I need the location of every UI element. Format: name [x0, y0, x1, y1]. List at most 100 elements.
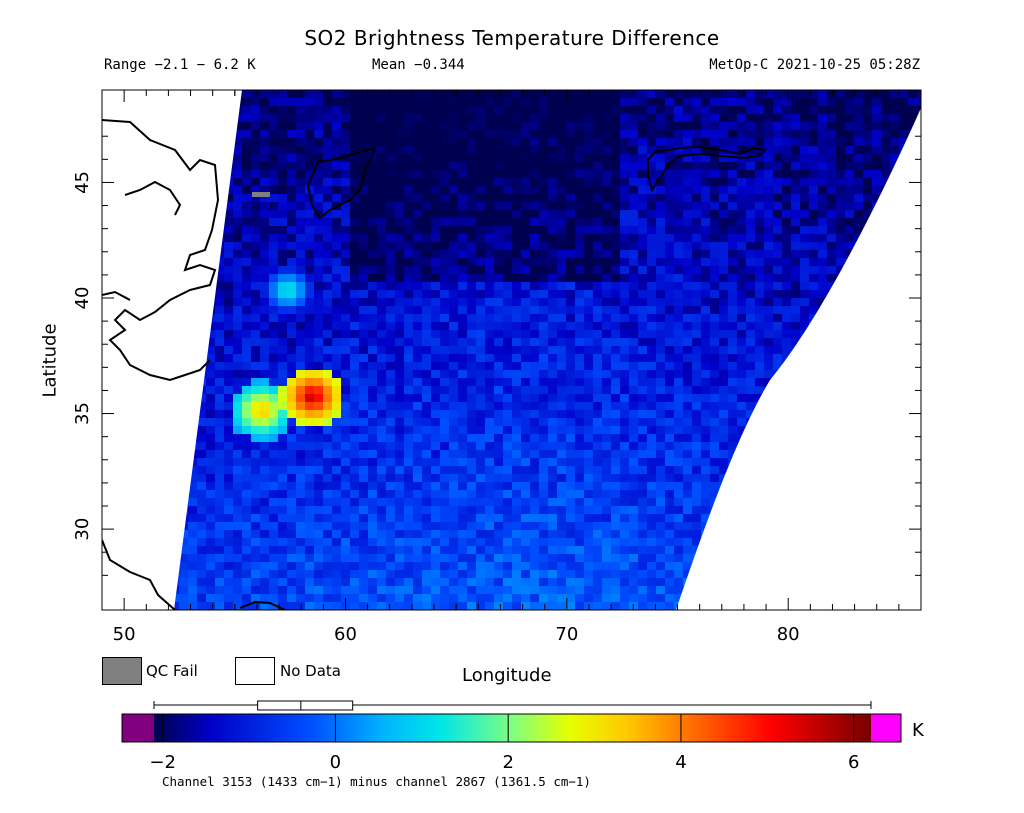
swath-pixel [818, 266, 827, 274]
swath-pixel [665, 546, 674, 554]
swath-pixel [674, 402, 683, 410]
swath-pixel [359, 130, 368, 138]
swath-pixel [440, 186, 449, 194]
swath-pixel [899, 378, 908, 386]
swath-pixel [404, 90, 413, 98]
swath-pixel [593, 138, 602, 146]
swath-pixel [233, 482, 242, 490]
swath-pixel [872, 226, 881, 234]
swath-pixel [710, 330, 719, 338]
swath-pixel [359, 274, 368, 282]
swath-pixel [908, 98, 917, 106]
swath-pixel [638, 498, 647, 506]
swath-pixel [647, 170, 656, 178]
swath-pixel [908, 538, 917, 546]
swath-pixel [620, 514, 629, 522]
swath-pixel [404, 250, 413, 258]
swath-pixel [755, 530, 764, 538]
swath-pixel [638, 466, 647, 474]
swath-pixel [449, 258, 458, 266]
swath-pixel [494, 282, 503, 290]
swath-pixel [557, 298, 566, 306]
swath-pixel [908, 250, 917, 258]
swath-pixel [656, 162, 665, 170]
swath-pixel [548, 178, 557, 186]
swath-pixel [863, 170, 872, 178]
swath-pixel [908, 530, 917, 538]
swath-pixel [260, 498, 269, 506]
swath-pixel [323, 554, 332, 562]
swath-pixel [332, 234, 341, 242]
swath-pixel [377, 106, 386, 114]
swath-pixel [863, 234, 872, 242]
swath-pixel [188, 474, 197, 482]
swath-pixel [791, 386, 800, 394]
swath-pixel [611, 338, 620, 346]
swath-pixel [485, 194, 494, 202]
swath-pixel [809, 226, 818, 234]
swath-pixel [737, 474, 746, 482]
swath-pixel [827, 362, 836, 370]
swath-pixel [233, 434, 242, 442]
swath-pixel [908, 210, 917, 218]
swath-pixel [629, 330, 638, 338]
swath-pixel [845, 210, 854, 218]
swath-pixel [611, 410, 620, 418]
swath-pixel [539, 234, 548, 242]
swath-pixel [584, 482, 593, 490]
swath-pixel [719, 450, 728, 458]
swath-pixel [494, 426, 503, 434]
swath-pixel [665, 394, 674, 402]
swath-pixel [908, 290, 917, 298]
swath-pixel [665, 330, 674, 338]
swath-pixel [314, 498, 323, 506]
swath-pixel [620, 466, 629, 474]
swath-pixel [296, 482, 305, 490]
swath-pixel [791, 418, 800, 426]
swath-pixel [701, 458, 710, 466]
swath-pixel [179, 98, 188, 106]
swath-pixel [332, 114, 341, 122]
swath-pixel [800, 178, 809, 186]
swath-pixel [215, 322, 224, 330]
swath-pixel [692, 234, 701, 242]
swath-pixel [593, 114, 602, 122]
swath-pixel [440, 106, 449, 114]
swath-pixel [863, 130, 872, 138]
swath-pixel [575, 362, 584, 370]
swath-pixel [593, 394, 602, 402]
swath-pixel [341, 434, 350, 442]
swath-pixel [269, 234, 278, 242]
swath-pixel [755, 162, 764, 170]
swath-pixel [449, 346, 458, 354]
swath-pixel [197, 298, 206, 306]
swath-pixel [179, 466, 188, 474]
swath-pixel [287, 90, 296, 98]
swath-pixel [395, 498, 404, 506]
swath-pixel [188, 378, 197, 386]
swath-pixel [683, 450, 692, 458]
swath-pixel [251, 146, 260, 154]
swath-pixel [854, 202, 863, 210]
swath-pixel [755, 354, 764, 362]
swath-pixel [512, 258, 521, 266]
swath-pixel [683, 466, 692, 474]
swath-pixel [341, 370, 350, 378]
swath-pixel [548, 514, 557, 522]
swath-pixel [278, 418, 287, 426]
swath-pixel [485, 202, 494, 210]
swath-pixel [494, 258, 503, 266]
swath-pixel [728, 218, 737, 226]
swath-pixel [269, 106, 278, 114]
swath-pixel [485, 506, 494, 514]
swath-pixel [467, 354, 476, 362]
swath-pixel [665, 266, 674, 274]
swath-pixel [233, 202, 242, 210]
swath-pixel [494, 114, 503, 122]
swath-pixel [818, 490, 827, 498]
swath-pixel [755, 258, 764, 266]
swath-pixel [836, 442, 845, 450]
swath-pixel [422, 242, 431, 250]
swath-pixel [899, 514, 908, 522]
swath-pixel [188, 130, 197, 138]
